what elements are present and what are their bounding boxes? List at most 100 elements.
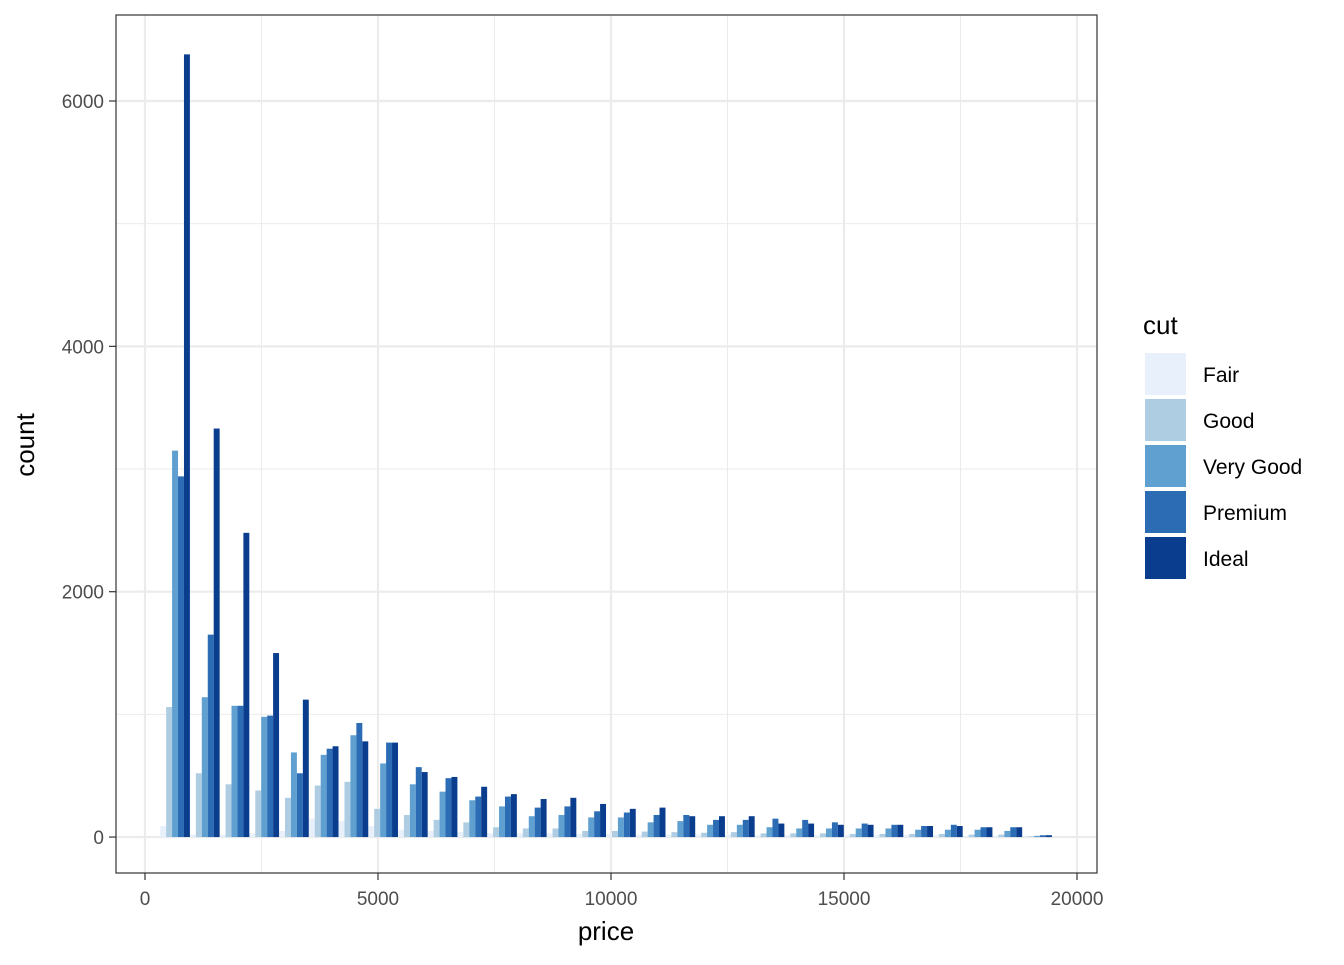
bar	[879, 834, 885, 837]
bar	[826, 828, 832, 837]
bar	[202, 697, 208, 837]
bar	[339, 821, 345, 837]
bar	[939, 834, 945, 837]
legend-label: Ideal	[1203, 548, 1249, 571]
bar	[743, 820, 749, 837]
bar	[790, 833, 796, 837]
bar	[969, 835, 975, 837]
bar	[612, 831, 618, 837]
x-axis-title: price	[578, 916, 634, 946]
bar	[731, 832, 737, 837]
bar	[356, 723, 362, 837]
bar	[755, 835, 761, 837]
bar	[802, 820, 808, 837]
bar	[446, 778, 452, 837]
bar	[862, 824, 868, 837]
bar	[493, 827, 499, 837]
bar	[1010, 827, 1016, 837]
bar	[719, 816, 725, 837]
bar	[547, 833, 553, 837]
bar	[713, 820, 719, 837]
bar	[915, 830, 921, 837]
x-tick-label: 20000	[1051, 889, 1104, 910]
bar	[891, 825, 897, 837]
bar	[160, 826, 166, 837]
bar	[909, 834, 915, 837]
bar	[600, 804, 606, 837]
bar	[434, 820, 440, 837]
bar	[303, 700, 309, 837]
legend-label: Very Good	[1203, 456, 1302, 479]
bar	[832, 822, 838, 837]
bar	[594, 811, 600, 837]
bar	[208, 635, 214, 837]
bar	[267, 716, 273, 837]
bar	[707, 825, 713, 837]
bar	[261, 717, 267, 837]
bar	[624, 813, 630, 838]
bar	[523, 828, 529, 837]
legend-label: Premium	[1203, 502, 1287, 525]
bar	[327, 749, 333, 837]
bar	[945, 830, 951, 837]
bar	[648, 822, 654, 837]
bar	[903, 835, 909, 837]
y-axis-title: count	[10, 412, 40, 476]
y-tick-label: 4000	[62, 337, 104, 358]
bar	[362, 741, 368, 837]
x-tick-label: 0	[140, 889, 151, 910]
bar	[814, 835, 820, 837]
legend-key	[1145, 445, 1186, 487]
bar	[671, 832, 677, 837]
bar	[749, 816, 755, 837]
bar	[315, 786, 321, 838]
legend-key	[1145, 399, 1186, 441]
bar	[374, 809, 380, 837]
bar	[553, 828, 559, 837]
bar	[820, 833, 826, 837]
bar	[1034, 836, 1040, 837]
bar	[838, 825, 844, 837]
bar	[243, 533, 249, 837]
bar	[874, 835, 880, 837]
bar	[279, 831, 285, 837]
bar	[1016, 827, 1022, 837]
bar	[386, 743, 392, 837]
bar	[273, 653, 279, 837]
bar	[237, 706, 243, 837]
bar	[761, 833, 767, 837]
bar	[350, 735, 356, 837]
bar	[404, 815, 410, 837]
bar	[981, 827, 987, 837]
bar	[392, 743, 398, 837]
y-tick-label: 2000	[62, 583, 104, 604]
bar	[285, 798, 291, 837]
bar	[410, 784, 416, 837]
bar	[232, 706, 238, 837]
bar	[618, 817, 624, 837]
bar	[701, 833, 707, 837]
legend-key	[1145, 353, 1186, 395]
bar	[220, 835, 226, 837]
bar	[695, 835, 701, 837]
bar	[535, 808, 541, 837]
y-tick-label: 0	[93, 828, 104, 849]
bar	[333, 746, 339, 837]
bar	[897, 825, 903, 837]
bar	[416, 767, 422, 837]
bar	[422, 772, 428, 837]
x-tick-label: 15000	[818, 889, 871, 910]
bar	[576, 834, 582, 837]
bar	[660, 808, 666, 837]
bar	[654, 815, 660, 837]
bar	[475, 797, 481, 837]
bar	[344, 782, 350, 837]
bar	[226, 784, 232, 837]
bar	[808, 824, 814, 837]
bar	[309, 819, 315, 837]
bar	[558, 815, 564, 837]
bar	[1046, 835, 1052, 837]
bar	[368, 826, 374, 837]
bar	[933, 835, 939, 837]
bar	[975, 830, 981, 837]
